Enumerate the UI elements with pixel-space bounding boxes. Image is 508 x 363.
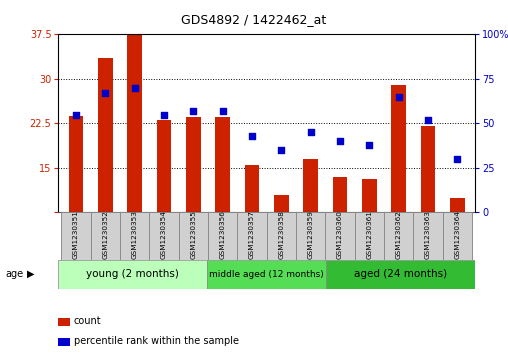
Text: GSM1230357: GSM1230357 xyxy=(249,211,255,260)
Text: ▶: ▶ xyxy=(27,269,34,279)
Point xyxy=(101,90,109,96)
Text: GDS4892 / 1422462_at: GDS4892 / 1422462_at xyxy=(181,13,327,26)
Bar xyxy=(128,34,142,212)
Text: GSM1230352: GSM1230352 xyxy=(102,211,108,260)
Point xyxy=(131,85,139,91)
Bar xyxy=(69,116,83,212)
Bar xyxy=(245,165,260,212)
FancyBboxPatch shape xyxy=(237,212,267,260)
FancyBboxPatch shape xyxy=(208,212,237,260)
Point xyxy=(248,133,256,139)
Bar xyxy=(362,179,377,212)
FancyBboxPatch shape xyxy=(267,212,296,260)
Bar xyxy=(326,260,475,289)
Point xyxy=(72,112,80,118)
FancyBboxPatch shape xyxy=(61,212,91,260)
Bar xyxy=(303,159,318,212)
Point xyxy=(336,138,344,144)
Point xyxy=(453,156,461,162)
FancyBboxPatch shape xyxy=(120,212,149,260)
Text: GSM1230353: GSM1230353 xyxy=(132,211,138,260)
Text: GSM1230360: GSM1230360 xyxy=(337,211,343,260)
FancyBboxPatch shape xyxy=(355,212,384,260)
FancyBboxPatch shape xyxy=(296,212,325,260)
Text: middle aged (12 months): middle aged (12 months) xyxy=(209,270,324,278)
Text: young (2 months): young (2 months) xyxy=(86,269,179,279)
Text: GSM1230363: GSM1230363 xyxy=(425,211,431,260)
Bar xyxy=(156,121,171,212)
Point xyxy=(307,130,315,135)
Point xyxy=(277,147,285,153)
Text: percentile rank within the sample: percentile rank within the sample xyxy=(74,336,239,346)
Text: aged (24 months): aged (24 months) xyxy=(354,269,447,279)
Text: GSM1230359: GSM1230359 xyxy=(308,211,314,260)
FancyBboxPatch shape xyxy=(442,212,472,260)
FancyBboxPatch shape xyxy=(91,212,120,260)
Text: age: age xyxy=(5,269,23,279)
Bar xyxy=(450,197,465,212)
Text: GSM1230354: GSM1230354 xyxy=(161,211,167,260)
Bar xyxy=(186,118,201,212)
Bar xyxy=(333,177,347,212)
FancyBboxPatch shape xyxy=(384,212,414,260)
Text: GSM1230358: GSM1230358 xyxy=(278,211,284,260)
Bar xyxy=(391,85,406,212)
Point xyxy=(160,112,168,118)
Text: GSM1230364: GSM1230364 xyxy=(454,211,460,260)
Text: GSM1230351: GSM1230351 xyxy=(73,211,79,260)
Point xyxy=(395,94,403,100)
Bar xyxy=(215,118,230,212)
Point xyxy=(424,117,432,123)
Text: count: count xyxy=(74,316,101,326)
Text: GSM1230362: GSM1230362 xyxy=(396,211,402,260)
Bar xyxy=(98,58,113,212)
Bar xyxy=(421,126,435,212)
Bar xyxy=(58,260,207,289)
Text: GSM1230356: GSM1230356 xyxy=(219,211,226,260)
Text: GSM1230361: GSM1230361 xyxy=(366,211,372,260)
Text: GSM1230355: GSM1230355 xyxy=(190,211,197,260)
Bar xyxy=(207,260,326,289)
FancyBboxPatch shape xyxy=(414,212,442,260)
FancyBboxPatch shape xyxy=(149,212,179,260)
FancyBboxPatch shape xyxy=(325,212,355,260)
Point xyxy=(189,108,198,114)
Point xyxy=(218,108,227,114)
Bar xyxy=(274,195,289,212)
Point xyxy=(365,142,373,148)
FancyBboxPatch shape xyxy=(179,212,208,260)
